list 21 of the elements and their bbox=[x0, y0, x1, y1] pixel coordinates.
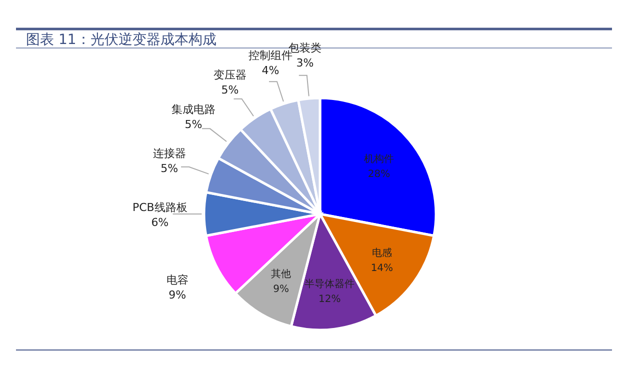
data-label: 28% bbox=[368, 169, 390, 180]
data-label: 9% bbox=[168, 288, 186, 302]
chart-title: 图表 11：光伏逆变器成本构成 bbox=[26, 32, 216, 48]
data-label: 4% bbox=[262, 64, 280, 77]
data-label: 5% bbox=[160, 162, 178, 175]
slice-label: 机构件 bbox=[364, 153, 394, 166]
slice-label: 变压器 bbox=[214, 68, 247, 82]
data-label: 5% bbox=[184, 118, 202, 131]
data-label: 9% bbox=[273, 284, 289, 295]
data-label: 12% bbox=[318, 294, 341, 305]
data-label: 14% bbox=[370, 263, 394, 274]
data-label: 6% bbox=[151, 216, 169, 229]
data-label: 3% bbox=[296, 56, 314, 70]
slice-label: 连接器 bbox=[152, 146, 186, 160]
slice-label: 电感 bbox=[372, 247, 392, 259]
slice-label: 电容 bbox=[166, 274, 188, 287]
slice-label: 其他 bbox=[271, 268, 292, 280]
slice-label: 集成电路 bbox=[172, 102, 216, 116]
slice-label: PCB线路板 bbox=[132, 201, 188, 214]
data-label: 5% bbox=[221, 84, 239, 97]
slice-label: 半导体器件 bbox=[304, 278, 355, 290]
